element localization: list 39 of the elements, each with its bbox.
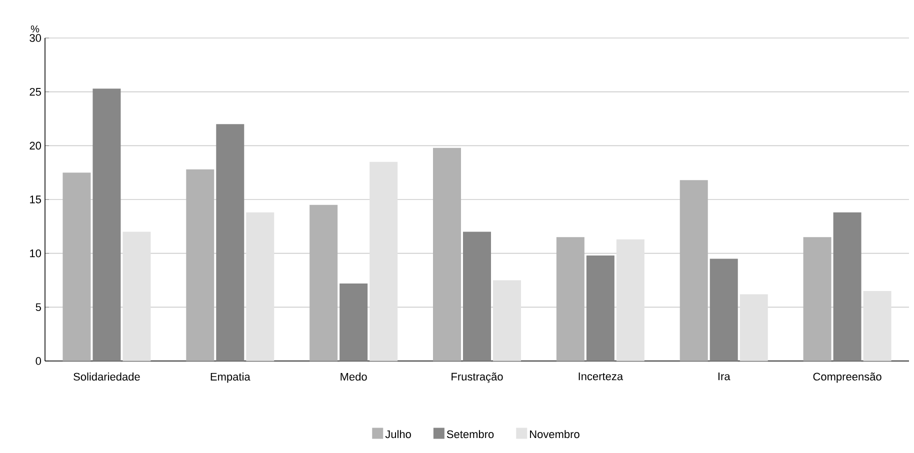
- bar: [803, 237, 832, 362]
- legend-label: Novembro: [530, 430, 580, 438]
- x-tick-label: Frustração: [452, 372, 503, 383]
- bar: [680, 180, 708, 362]
- bar: [370, 162, 398, 362]
- y-tick-label: 0: [36, 357, 42, 365]
- x-tick-label: Medo: [340, 372, 367, 381]
- bar: [833, 212, 862, 362]
- bar: [616, 239, 644, 362]
- y-axis-title: %: [30, 25, 40, 32]
- bar: [310, 204, 338, 362]
- bar: [92, 88, 121, 362]
- x-tick-label: Empatia: [210, 372, 250, 383]
- y-tick-label: 20: [30, 142, 42, 150]
- legend-label: Julho: [385, 430, 411, 438]
- bar: [463, 232, 492, 362]
- y-tick-label: 5: [36, 303, 41, 312]
- x-tick-label: Incerteza: [578, 372, 624, 380]
- x-tick-label: Ira: [718, 372, 730, 380]
- y-tick-label: 10: [30, 249, 42, 258]
- bar: [433, 148, 461, 362]
- y-tick-label: 25: [30, 88, 41, 96]
- bar: [710, 258, 738, 362]
- bar: [62, 172, 91, 362]
- bar: [586, 255, 614, 362]
- bar: [186, 169, 214, 362]
- bar: [493, 280, 521, 362]
- bar: [863, 291, 892, 362]
- bar: [740, 294, 768, 362]
- bar: [246, 212, 274, 362]
- x-tick-label: Compreensão: [813, 372, 882, 383]
- y-tick-label: 15: [30, 196, 41, 204]
- bar: [340, 283, 368, 362]
- bar: [216, 124, 244, 362]
- x-tick-label: Solidariedade: [74, 372, 140, 381]
- legend-label: Setembro: [446, 430, 494, 438]
- bar: [556, 237, 584, 362]
- y-tick-label: 30: [30, 34, 42, 42]
- bar: [122, 232, 151, 362]
